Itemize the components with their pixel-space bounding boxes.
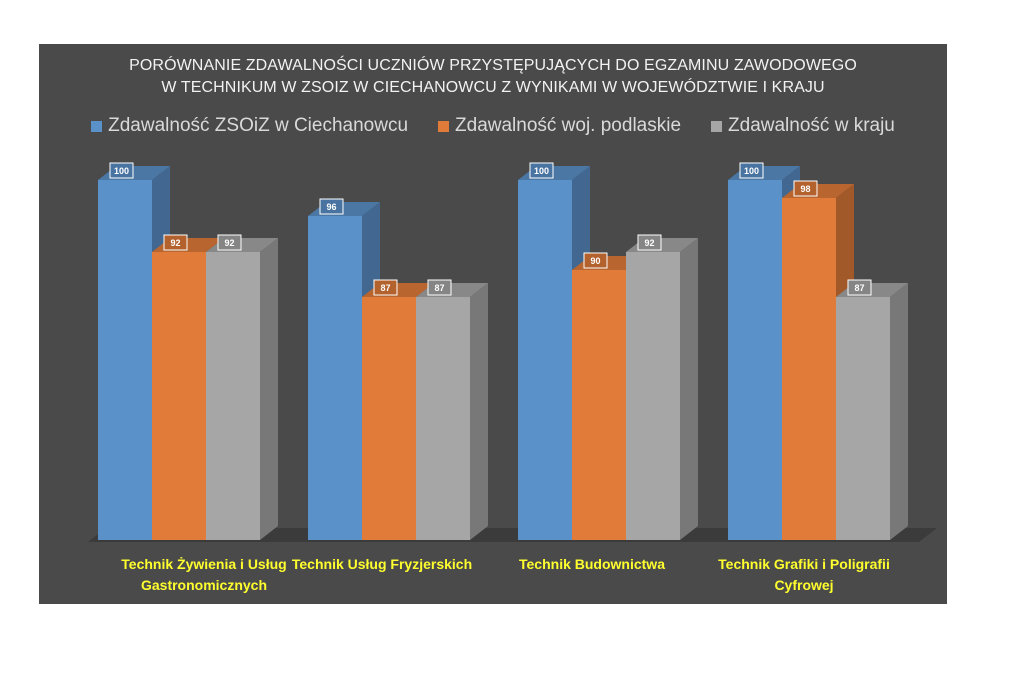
data-label-box-kraj-2 [637, 234, 662, 251]
bar-zsoiz-0 [98, 180, 152, 540]
chart-panel: PORÓWNANIE ZDAWALNOŚCI UCZNIÓW PRZYSTĘPU… [39, 44, 947, 604]
bar-podlaskie-0 [152, 252, 206, 540]
category-label-budownictwo: Technik Budownictwa [519, 556, 665, 572]
bar-side-kraj-2 [680, 238, 698, 540]
data-label-box-zsoiz-1 [319, 198, 344, 215]
data-label-box-kraj-3 [847, 279, 872, 296]
legend-label-zsoiz: Zdawalność ZSOiZ w Ciechanowcu [108, 115, 409, 136]
bar-kraj-0 [206, 252, 260, 540]
data-label-kraj-0: 92 [224, 238, 234, 248]
data-label-kraj-1: 87 [434, 283, 444, 293]
data-label-kraj-2: 92 [644, 238, 654, 248]
data-label-podlaskie-0: 92 [170, 238, 180, 248]
data-label-podlaskie-2: 90 [590, 256, 600, 266]
category-label-fryzjerskie: Technik Usług Fryzjerskich [291, 556, 473, 572]
bar-side-kraj-0 [260, 238, 278, 540]
bar-kraj-3 [836, 297, 890, 540]
category-label-zywienie: Technik Żywienia i Usług Gastronomicznyc… [121, 556, 287, 593]
bar-side-kraj-1 [470, 283, 488, 540]
data-label-box-zsoiz-3 [739, 162, 764, 179]
bar-podlaskie-3 [782, 198, 836, 540]
category-label-grafika: Technik Grafiki i Poligrafii Cyfrowej [718, 556, 890, 593]
data-label-podlaskie-1: 87 [380, 283, 390, 293]
legend-item-zsoiz: Zdawalność ZSOiZ w Ciechanowcu [91, 115, 408, 137]
bar-zsoiz-2 [518, 180, 572, 540]
bar-kraj-1 [416, 297, 470, 540]
legend-label-kraj: Zdawalność w kraju [728, 115, 895, 136]
bar-podlaskie-2 [572, 270, 626, 540]
chart-title-line-2: W TECHNIKUM W ZSOIZ W CIECHANOWCU Z WYNI… [161, 79, 825, 96]
bar-kraj-2 [626, 252, 680, 540]
data-label-box-podlaskie-0 [163, 234, 188, 251]
bar-podlaskie-1 [362, 297, 416, 540]
legend-swatch-zsoiz [91, 120, 103, 132]
data-label-podlaskie-3: 98 [800, 184, 810, 194]
data-label-box-zsoiz-2 [529, 162, 554, 179]
bar-zsoiz-3 [728, 180, 782, 540]
data-label-box-podlaskie-2 [583, 252, 608, 269]
data-label-box-podlaskie-3 [793, 180, 818, 197]
data-label-box-podlaskie-1 [373, 279, 398, 296]
data-label-box-zsoiz-0 [109, 162, 134, 179]
data-label-zsoiz-0: 100 [114, 166, 129, 176]
data-label-box-kraj-1 [427, 279, 452, 296]
legend-label-podlaskie: Zdawalność woj. podlaskie [455, 115, 682, 136]
chart-legend: Zdawalność ZSOiZ w Ciechanowcu Zdawalnoś… [39, 115, 947, 137]
bar-side-kraj-3 [890, 283, 908, 540]
legend-item-kraj: Zdawalność w kraju [711, 115, 895, 137]
bar-zsoiz-1 [308, 216, 362, 540]
data-label-zsoiz-2: 100 [534, 166, 549, 176]
data-label-kraj-3: 87 [854, 283, 864, 293]
chart-title-line-1: PORÓWNANIE ZDAWALNOŚCI UCZNIÓW PRZYSTĘPU… [129, 57, 857, 74]
legend-item-podlaskie: Zdawalność woj. podlaskie [438, 115, 681, 137]
chart-floor [88, 528, 937, 542]
data-label-zsoiz-3: 100 [744, 166, 759, 176]
bar-plot-area: 100 92 92 96 87 87 100 90 92 100 98 87 [88, 162, 937, 542]
legend-swatch-podlaskie [438, 120, 450, 132]
data-label-box-kraj-0 [217, 234, 242, 251]
data-label-zsoiz-1: 96 [326, 202, 336, 212]
legend-swatch-kraj [711, 120, 723, 132]
